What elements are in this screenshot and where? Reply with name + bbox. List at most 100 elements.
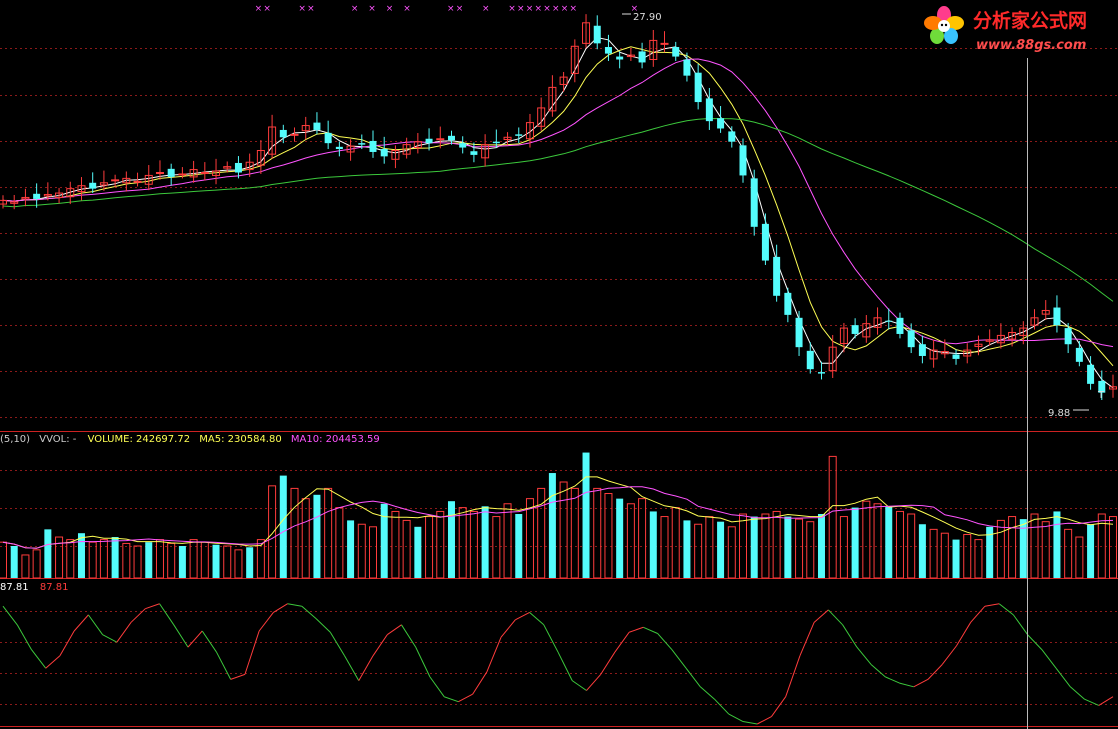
kd-value-red: 87.81 <box>40 582 69 593</box>
candle-body-up <box>1041 309 1050 315</box>
signal-marker: × <box>508 4 516 14</box>
kd-segment <box>187 630 203 648</box>
volume-bar-up <box>357 523 366 579</box>
candle-body-up <box>929 349 938 360</box>
kd-segment <box>1027 634 1043 650</box>
candle-body-up <box>974 343 983 347</box>
candle-body-up <box>212 170 221 176</box>
signal-marker: × <box>517 4 525 14</box>
volume-bar-up <box>66 539 75 579</box>
candle-body-down <box>918 344 926 356</box>
candle-body-down <box>369 140 377 152</box>
volume-bar-down <box>750 516 758 578</box>
volume-bar-down <box>515 514 523 578</box>
candle-body-up <box>111 179 120 182</box>
volume-bar-up <box>391 510 400 579</box>
volume-bars <box>0 452 1117 579</box>
volume-bar-down <box>246 547 254 578</box>
signal-marker: × <box>351 4 359 14</box>
kd-segment <box>941 645 957 665</box>
candle-body-down <box>907 330 915 348</box>
kd-segment <box>870 664 886 678</box>
candle-body-down <box>324 132 332 144</box>
kd-segment <box>429 676 445 698</box>
kd-segment <box>472 671 488 695</box>
volume-bar-up <box>402 519 411 579</box>
candle-body-up <box>1109 386 1117 390</box>
kd-segment <box>728 713 744 722</box>
volume-bar-up <box>122 542 131 579</box>
kd-segment <box>1098 696 1114 706</box>
volume-bar-up <box>559 481 568 579</box>
kd-segment <box>344 655 360 681</box>
candle-body-down <box>313 122 321 130</box>
candle-body-down <box>470 151 478 155</box>
candle-body-down <box>358 143 366 145</box>
ma10-line <box>2 46 1114 367</box>
signal-marker: × <box>403 4 411 14</box>
candle-body-down <box>89 182 97 189</box>
kd-segment <box>699 686 715 700</box>
volume-bar-up <box>290 487 299 579</box>
candle-body-up <box>1019 327 1028 336</box>
signal-marker: × <box>447 4 455 14</box>
signal-marker: × <box>482 4 490 14</box>
kd-header: 87.81 87.81 <box>0 582 68 593</box>
candle-body-down <box>380 149 388 157</box>
candle-body-up <box>537 107 546 127</box>
candle-body-up <box>570 45 579 74</box>
candle-body-down <box>492 141 500 144</box>
candle-body-up <box>391 149 400 160</box>
kd-segment <box>899 682 914 688</box>
volume-bar-up <box>436 510 445 579</box>
volume-bar-down <box>279 475 287 578</box>
flower-eye <box>940 23 944 27</box>
kd-segment <box>799 622 815 656</box>
kd-value-white: 87.81 <box>0 582 29 593</box>
kd-segment <box>1041 649 1057 669</box>
candle-body-down <box>761 223 769 261</box>
candle-body-down <box>806 350 814 370</box>
candle-body-up <box>21 196 30 200</box>
candlesticks <box>0 14 1117 400</box>
signal-markers: × × × × × × × × × × × × × × × × × × × × <box>255 4 639 14</box>
kd-segment <box>984 603 1000 607</box>
kd-segment <box>756 716 772 725</box>
kd-line <box>2 603 1114 725</box>
candle-body-up <box>828 346 837 372</box>
kd-segment <box>543 624 559 653</box>
kd-segment <box>244 630 260 675</box>
volume-bar-down <box>1087 524 1095 578</box>
candle-body-up <box>0 199 7 205</box>
flower-center <box>938 20 950 32</box>
signal-marker: × <box>526 4 534 14</box>
volume-bar-down <box>1053 511 1061 578</box>
volume-bar-up <box>806 521 815 579</box>
signal-marker: × <box>386 4 394 14</box>
kd-segment <box>59 630 75 657</box>
kd-segment <box>970 605 986 623</box>
kd-segment <box>1055 667 1071 688</box>
volume-bar-up <box>55 536 64 579</box>
kd-segment <box>358 655 374 681</box>
candle-body-down <box>1075 347 1083 362</box>
volume-bar-up <box>234 549 243 579</box>
kd-segment <box>401 624 417 648</box>
candle-body-up <box>245 161 254 171</box>
kd-segment <box>628 626 644 633</box>
kd-segment <box>16 624 32 650</box>
kd-segment <box>998 603 1014 616</box>
signal-marker: × <box>298 4 306 14</box>
volume-bar-down <box>347 520 355 578</box>
volume-bar-down <box>918 524 926 578</box>
candle-body-down <box>672 47 680 57</box>
signal-marker: × <box>368 4 376 14</box>
high-price-label: 27.90 <box>633 12 662 23</box>
kd-segment <box>1069 686 1085 700</box>
volume-bar-up <box>256 539 265 579</box>
signal-marker: × <box>456 4 464 14</box>
volume-bar-up <box>593 487 602 579</box>
kd-segment <box>643 626 658 634</box>
volume-bar-up <box>974 539 983 579</box>
